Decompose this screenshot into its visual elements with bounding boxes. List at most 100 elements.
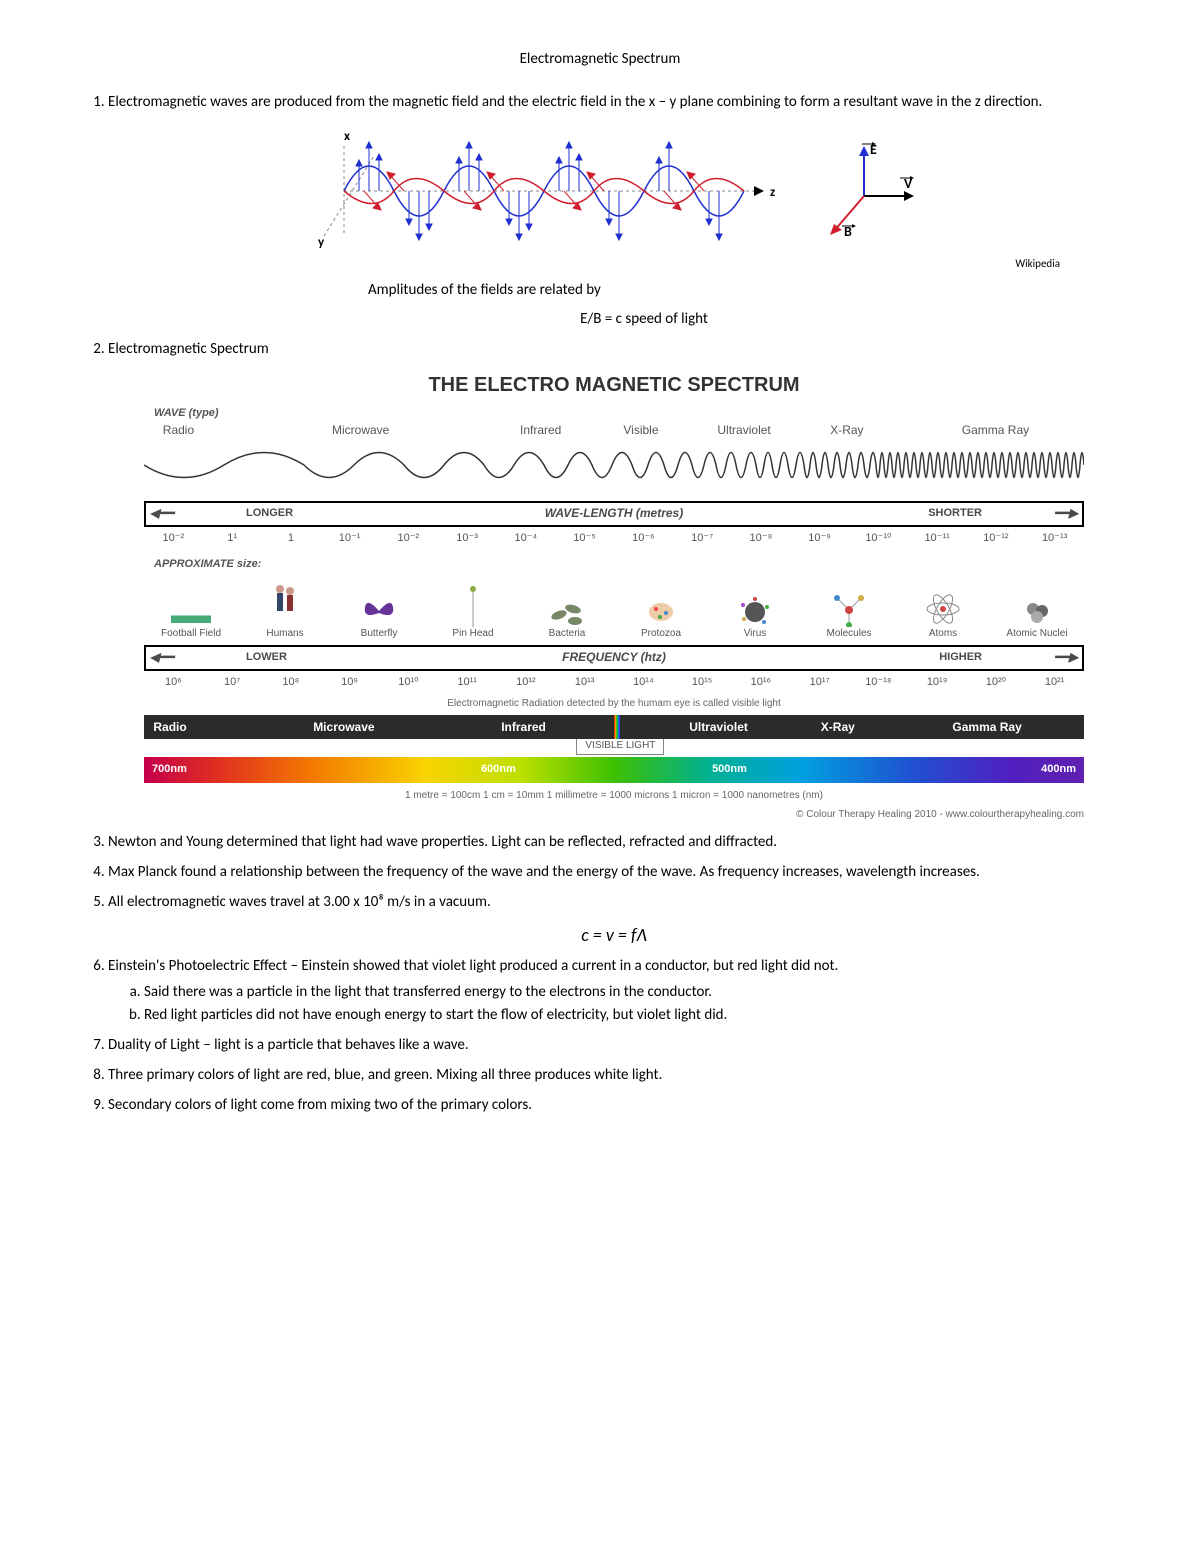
size-label: Molecules xyxy=(802,627,896,642)
svg-text:x: x xyxy=(344,129,350,144)
spectrum-credit: © Colour Therapy Healing 2010 - www.colo… xyxy=(144,808,1084,823)
size-label: Butterfly xyxy=(332,627,426,642)
higher-label: HIGHER xyxy=(939,650,982,666)
eb-equation: E/B = c speed of light xyxy=(168,309,1120,331)
size-icon xyxy=(332,581,426,627)
freq-tick: 10¹³ xyxy=(555,675,614,691)
size-icon xyxy=(426,581,520,627)
type-radio: Radio xyxy=(163,422,194,439)
db-xray: X-Ray xyxy=(821,719,855,736)
freq-tick: 10⁹ xyxy=(320,675,379,691)
shorter-label: SHORTER xyxy=(928,506,982,522)
freq-tick: 10²¹ xyxy=(1025,675,1084,691)
visible-spectrum-band: 700nm 600nm 500nm 400nm xyxy=(144,757,1084,783)
units-note: 1 metre = 100cm 1 cm = 10mm 1 millimetre… xyxy=(144,789,1084,804)
lower-label: LOWER xyxy=(246,650,287,666)
type-infrared: Infrared xyxy=(520,422,561,439)
size-item: Humans xyxy=(238,581,332,642)
visible-label-wrap: VISIBLE LIGHT xyxy=(144,739,1084,757)
visible-sliver xyxy=(614,715,620,739)
size-icon xyxy=(520,581,614,627)
item-6a: Said there was a particle in the light t… xyxy=(144,982,1120,1004)
size-item: Atoms xyxy=(896,581,990,642)
wl-tick: 10⁻¹² xyxy=(967,531,1026,547)
spectrum-title: THE ELECTRO MAGNETIC SPECTRUM xyxy=(144,371,1084,400)
freq-tick: 10⁻¹⁸ xyxy=(849,675,908,691)
wavelength-label: WAVE-LENGTH (metres) xyxy=(545,505,683,522)
db-microwave: Microwave xyxy=(313,719,374,736)
amplitude-caption: Amplitudes of the fields are related by xyxy=(248,280,1120,302)
item-7: Duality of Light – light is a particle t… xyxy=(108,1035,1120,1057)
arrow-left-icon-2: ◀━━ xyxy=(150,649,174,666)
size-icon xyxy=(144,581,238,627)
vis-400: 400nm xyxy=(845,762,1084,778)
wl-tick: 10⁻⁴ xyxy=(497,531,556,547)
size-icon xyxy=(614,581,708,627)
db-radio: Radio xyxy=(153,719,186,736)
freq-tick: 10¹¹ xyxy=(438,675,497,691)
vis-600: 600nm xyxy=(383,762,614,778)
main-equation: c = v = fΛ xyxy=(108,922,1120,948)
frequency-wave-svg xyxy=(144,440,1084,490)
wl-tick: 10⁻¹¹ xyxy=(908,531,967,547)
wavelength-axis: ◀━━ LONGER WAVE-LENGTH (metres) SHORTER … xyxy=(144,501,1084,527)
db-gamma: Gamma Ray xyxy=(952,719,1021,736)
size-label: Virus xyxy=(708,627,802,642)
item-4: Max Planck found a relationship between … xyxy=(108,862,1120,884)
size-label: Atomic Nuclei xyxy=(990,627,1084,642)
item-2-text: Electromagnetic Spectrum xyxy=(108,340,269,358)
wl-tick: 10⁻⁶ xyxy=(614,531,673,547)
vis-700: 700nm xyxy=(144,762,383,778)
item-5: All electromagnetic waves travel at 3.00… xyxy=(108,892,1120,948)
size-item: Protozoa xyxy=(614,581,708,642)
size-label: Protozoa xyxy=(614,627,708,642)
wave-type-label: WAVE (type) xyxy=(154,406,1084,422)
main-list: Electromagnetic waves are produced from … xyxy=(80,92,1120,1116)
freq-tick: 10²⁰ xyxy=(967,675,1026,691)
size-item: Butterfly xyxy=(332,581,426,642)
wl-tick: 1 xyxy=(262,531,321,547)
freq-tick: 10¹⁴ xyxy=(614,675,673,691)
ebv-vector-diagram: E V B xyxy=(814,136,924,246)
wl-tick: 1¹ xyxy=(203,531,262,547)
wl-tick: 10⁻³ xyxy=(438,531,497,547)
size-item: Pin Head xyxy=(426,581,520,642)
em-wave-diagram: x y z xyxy=(304,126,784,256)
size-item: Football Field xyxy=(144,581,238,642)
db-uv: Ultraviolet xyxy=(689,719,748,736)
size-item: Molecules xyxy=(802,581,896,642)
arrow-left-icon: ◀━━ xyxy=(150,505,174,522)
type-gamma: Gamma Ray xyxy=(962,422,1029,439)
size-icon xyxy=(990,581,1084,627)
item-2: Electromagnetic Spectrum THE ELECTRO MAG… xyxy=(108,339,1120,822)
item-1-text: Electromagnetic waves are produced from … xyxy=(108,93,1042,111)
size-icon xyxy=(802,581,896,627)
size-label: Pin Head xyxy=(426,627,520,642)
freq-tick: 10¹² xyxy=(497,675,556,691)
item-5-text: All electromagnetic waves travel at 3.00… xyxy=(108,893,491,911)
wave-types-row: Radio Microwave Infrared Visible Ultravi… xyxy=(144,422,1084,440)
freq-tick: 10¹⁶ xyxy=(732,675,791,691)
wl-tick: 10⁻¹⁰ xyxy=(849,531,908,547)
svg-text:z: z xyxy=(770,185,775,200)
freq-tick: 10¹⁷ xyxy=(790,675,849,691)
item-8: Three primary colors of light are red, b… xyxy=(108,1065,1120,1087)
detected-note: Electromagnetic Radiation detected by th… xyxy=(144,697,1084,712)
size-icon xyxy=(708,581,802,627)
freq-tick: 10⁷ xyxy=(203,675,262,691)
wavelength-ticks: 10⁻²1¹110⁻¹10⁻²10⁻³10⁻⁴10⁻⁵10⁻⁶10⁻⁷10⁻⁸1… xyxy=(144,531,1084,547)
wl-tick: 10⁻² xyxy=(379,531,438,547)
frequency-label: FREQUENCY (htz) xyxy=(562,649,666,666)
wl-tick: 10⁻⁹ xyxy=(790,531,849,547)
spectrum-chart: THE ELECTRO MAGNETIC SPECTRUM WAVE (type… xyxy=(144,371,1084,823)
size-item: Bacteria xyxy=(520,581,614,642)
size-item: Atomic Nuclei xyxy=(990,581,1084,642)
freq-tick: 10¹⁹ xyxy=(908,675,967,691)
size-label: Football Field xyxy=(144,627,238,642)
frequency-ticks: 10⁶10⁷10⁸10⁹10¹⁰10¹¹10¹²10¹³10¹⁴10¹⁵10¹⁶… xyxy=(144,675,1084,691)
item-6: Einstein's Photoelectric Effect – Einste… xyxy=(108,956,1120,1027)
item-6-text: Einstein's Photoelectric Effect – Einste… xyxy=(108,957,838,975)
visible-light-label: VISIBLE LIGHT xyxy=(576,739,664,755)
size-label: Humans xyxy=(238,627,332,642)
page-title: Electromagnetic Spectrum xyxy=(80,50,1120,68)
